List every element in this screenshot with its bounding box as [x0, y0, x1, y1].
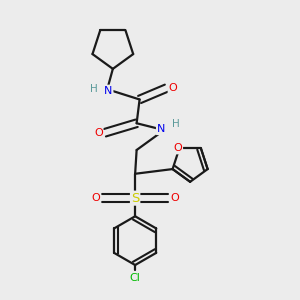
Text: N: N: [104, 85, 112, 96]
Text: Cl: Cl: [130, 272, 141, 283]
Text: O: O: [170, 193, 179, 203]
Text: O: O: [92, 193, 100, 203]
Text: N: N: [157, 124, 165, 134]
Text: O: O: [94, 128, 103, 138]
Text: H: H: [90, 84, 98, 94]
Text: S: S: [131, 192, 139, 205]
Text: O: O: [169, 83, 177, 93]
Text: H: H: [172, 119, 180, 129]
Text: O: O: [173, 143, 182, 154]
